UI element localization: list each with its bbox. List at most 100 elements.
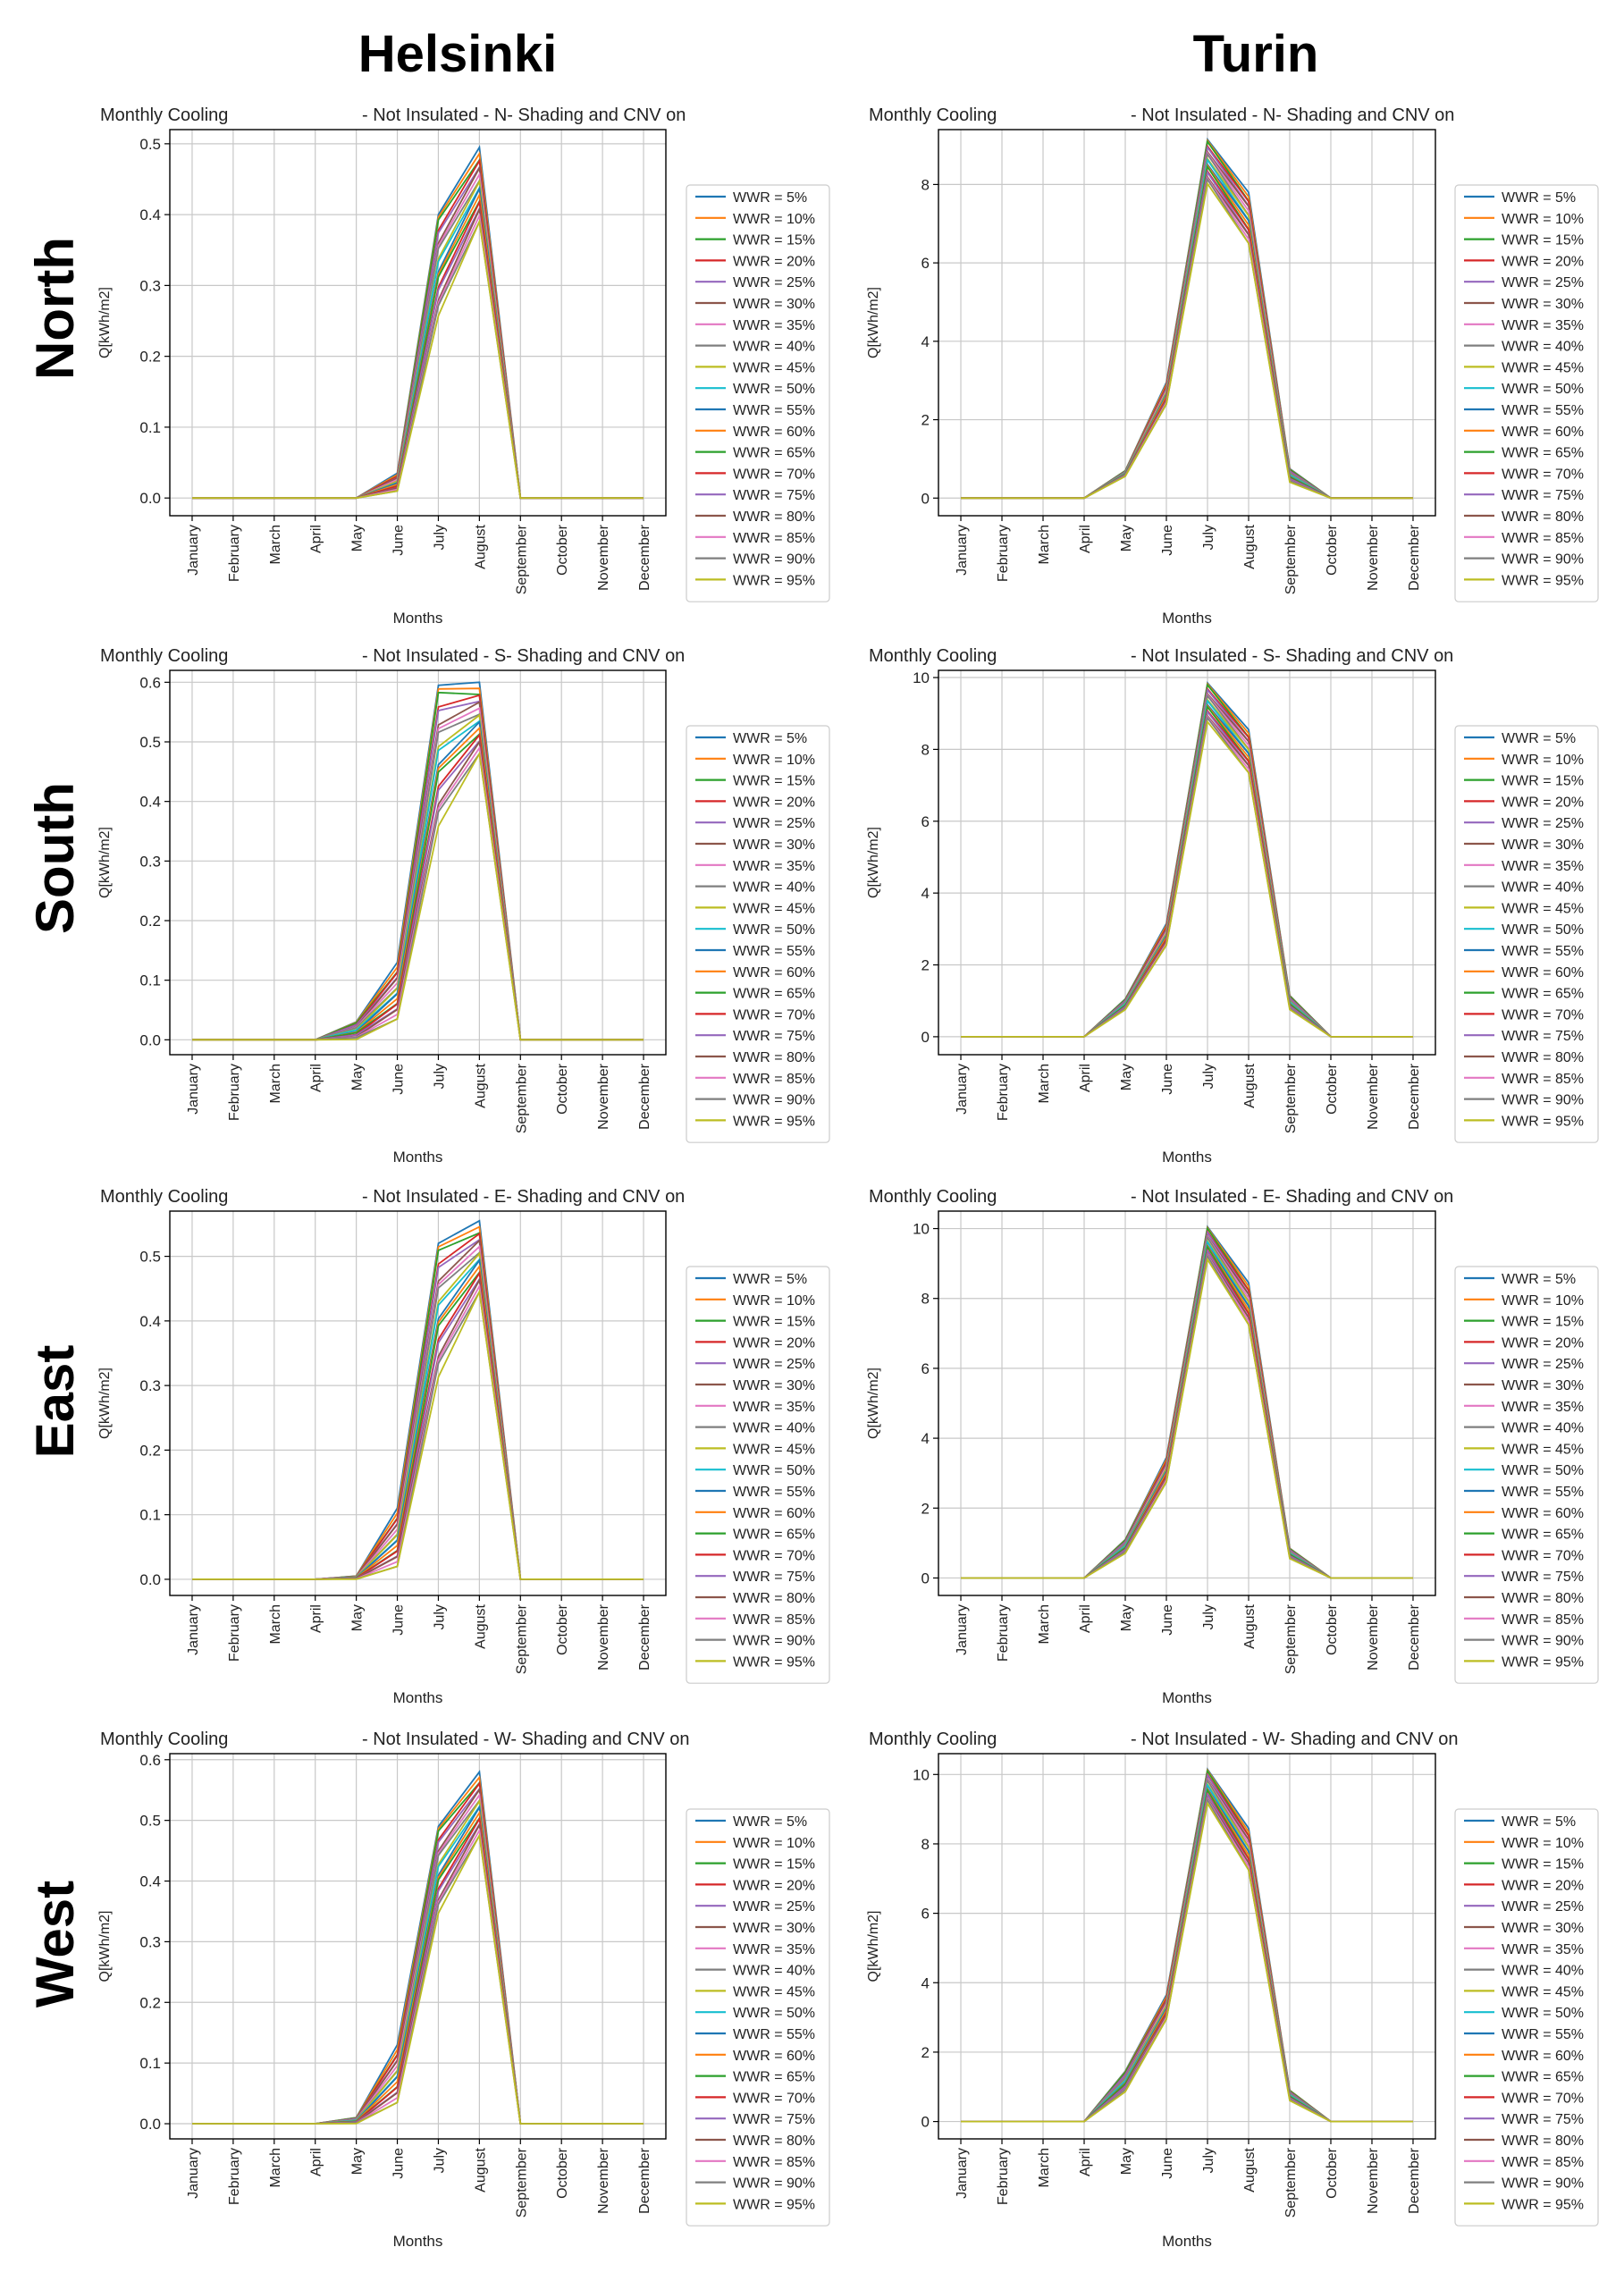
series-line-65 — [192, 732, 644, 1041]
x-tick-label: February — [996, 2148, 1011, 2205]
legend-label: WWR = 35% — [1502, 318, 1584, 333]
legend-label: WWR = 65% — [733, 2070, 815, 2085]
legend-box — [686, 1808, 830, 2226]
x-tick-label: March — [1037, 1604, 1052, 1644]
series-line-65 — [961, 164, 1413, 500]
series-line-20 — [961, 686, 1413, 1038]
x-tick-label: June — [1160, 2148, 1175, 2179]
legend-label: WWR = 95% — [1502, 1114, 1584, 1129]
series-line-20 — [192, 158, 644, 500]
axes-frame — [169, 669, 667, 1056]
legend-label: WWR = 45% — [733, 1984, 815, 1999]
y-tick-label: 4 — [921, 333, 930, 350]
x-axis-label: Months — [393, 610, 443, 627]
y-tick-label: 8 — [921, 1291, 930, 1308]
y-axis-label: Q[kWh/m2] — [97, 1910, 113, 1982]
x-tick-label: December — [1407, 524, 1422, 590]
y-tick-label: 0.0 — [139, 1031, 161, 1048]
series-line-65 — [961, 1244, 1413, 1579]
legend-label: WWR = 65% — [733, 446, 815, 461]
x-tick-label: August — [1242, 2147, 1258, 2192]
x-tick-label: April — [309, 525, 324, 553]
series-line-65 — [961, 1788, 1413, 2123]
legend-label: WWR = 35% — [733, 318, 815, 333]
series-group — [192, 1770, 644, 2125]
series-line-15 — [961, 683, 1413, 1038]
legend-label: WWR = 40% — [1502, 1421, 1584, 1436]
x-tick-label: March — [1037, 1064, 1052, 1103]
legend-label: WWR = 85% — [1502, 2155, 1584, 2170]
legend-label: WWR = 65% — [1502, 1528, 1584, 1543]
series-line-40 — [192, 1798, 644, 2125]
chart-title-right: - Not Insulated - W- Shading and CNV on — [362, 1730, 689, 1749]
chart-title-right: - Not Insulated - S- Shading and CNV on — [1131, 646, 1453, 666]
legend-label: WWR = 5% — [1502, 1814, 1576, 1830]
x-tick-label: February — [227, 525, 242, 582]
series-line-15 — [192, 157, 644, 500]
legend-label: WWR = 95% — [1502, 1654, 1584, 1670]
legend-label: WWR = 50% — [1502, 1463, 1584, 1478]
series-line-50 — [961, 699, 1413, 1038]
series-line-10 — [192, 151, 644, 500]
series-line-90 — [961, 1253, 1413, 1579]
axes-frame — [938, 129, 1436, 517]
series-group — [192, 145, 644, 500]
y-axis-label: Q[kWh/m2] — [866, 827, 881, 898]
legend-label: WWR = 40% — [733, 880, 815, 896]
legend-label: WWR = 20% — [1502, 795, 1584, 810]
series-line-30 — [961, 1776, 1413, 2123]
series-line-10 — [961, 682, 1413, 1038]
series-line-60 — [961, 1787, 1413, 2123]
x-tick-label: February — [996, 525, 1011, 582]
x-tick-label: February — [227, 1604, 242, 1662]
x-tick-label: March — [1037, 525, 1052, 564]
y-tick-label: 0.5 — [139, 1249, 161, 1266]
x-tick-label: January — [955, 1064, 970, 1115]
x-tick-label: January — [186, 1064, 201, 1115]
legend-label: WWR = 65% — [1502, 446, 1584, 461]
legend-label: WWR = 85% — [733, 1072, 815, 1087]
chart-title-left: Monthly Cooling — [100, 1187, 228, 1207]
legend-label: WWR = 15% — [1502, 774, 1584, 789]
series-line-65 — [961, 704, 1413, 1038]
legend-box — [686, 1266, 830, 1684]
legend-label: WWR = 15% — [733, 1857, 815, 1873]
legend-label: WWR = 40% — [733, 1421, 815, 1436]
legend-label: WWR = 25% — [733, 816, 815, 831]
x-tick-label: April — [309, 1064, 324, 1092]
x-tick-label: September — [1283, 1063, 1299, 1133]
x-axis-label: Months — [1162, 610, 1212, 627]
y-tick-label: 0.0 — [139, 1571, 161, 1588]
x-tick-label: September — [1283, 524, 1299, 594]
legend-label: WWR = 70% — [1502, 1548, 1584, 1563]
legend-label: WWR = 45% — [733, 1442, 815, 1457]
x-tick-label: December — [1407, 1603, 1422, 1670]
legend-label: WWR = 60% — [733, 2049, 815, 2064]
y-tick-label: 6 — [921, 255, 930, 272]
legend-label: WWR = 50% — [733, 2006, 815, 2021]
legend-label: WWR = 10% — [733, 753, 815, 768]
chart-title-left: Monthly Cooling — [869, 646, 997, 666]
legend-box — [1454, 1266, 1599, 1684]
legend-label: WWR = 15% — [733, 233, 815, 248]
x-tick-label: November — [596, 524, 611, 590]
x-tick-label: July — [1201, 1604, 1216, 1629]
legend-label: WWR = 85% — [1502, 531, 1584, 546]
y-tick-label: 2 — [921, 957, 930, 974]
x-tick-label: May — [1119, 1064, 1134, 1090]
legend-label: WWR = 60% — [1502, 965, 1584, 981]
x-tick-label: April — [309, 2148, 324, 2176]
series-line-80 — [961, 174, 1413, 500]
legend-box — [686, 184, 830, 602]
y-axis-label: Q[kWh/m2] — [97, 287, 113, 358]
x-tick-label: June — [391, 1604, 407, 1636]
series-line-35 — [192, 172, 644, 500]
chart-title-left: Monthly Cooling — [100, 646, 228, 666]
legend-label: WWR = 80% — [1502, 509, 1584, 525]
x-tick-label: April — [309, 1604, 324, 1633]
series-line-50 — [192, 1258, 644, 1580]
x-tick-label: August — [1242, 1603, 1258, 1648]
y-tick-label: 2 — [921, 2044, 930, 2061]
axes-frame — [938, 669, 1436, 1056]
series-line-25 — [961, 1772, 1413, 2123]
